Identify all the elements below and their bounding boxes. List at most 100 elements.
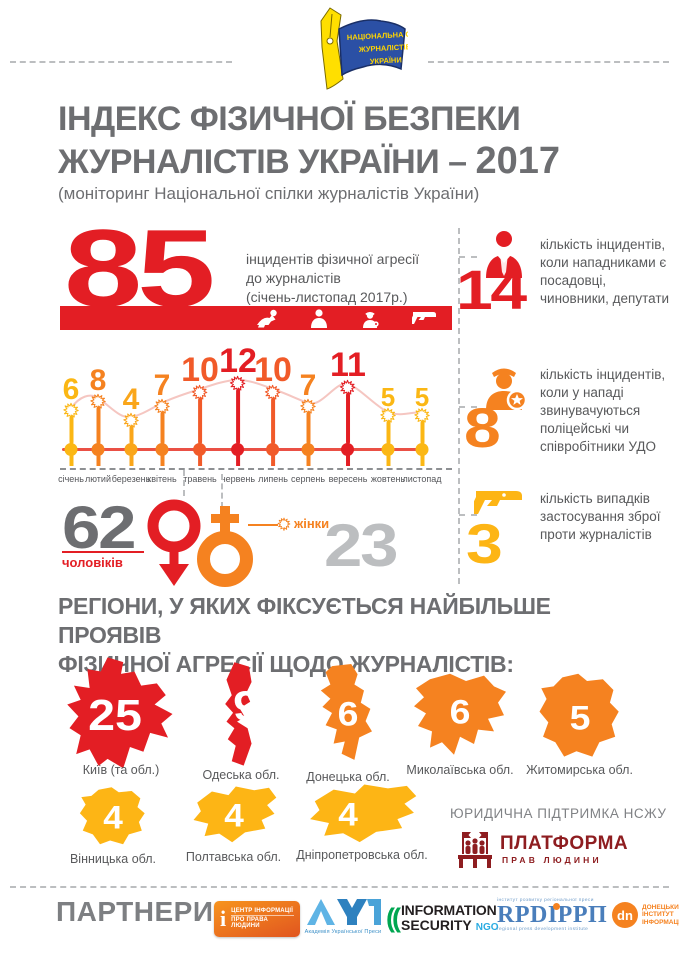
dii-logo: dn ДОНЕЦЬКИЙ ІНСТИТУТ ІНФОРМАЦІЇ <box>612 902 679 928</box>
region-label: Миколаївська обл. <box>406 763 514 777</box>
male-symbol-icon <box>147 499 201 586</box>
flag-text-line3: УКРАЇНИ <box>370 55 402 66</box>
chart-value: 8 <box>89 364 107 397</box>
chart-value: 6 <box>62 373 80 406</box>
region-poltava: 4 Полтавська обл. <box>176 784 291 864</box>
police-text: кількість інцидентів, коли у нападі звин… <box>540 367 666 454</box>
weapons-count: 3 <box>466 512 503 575</box>
chart-dot <box>64 443 78 456</box>
region-dnipro: 4 Дніпропетровська обл. <box>292 782 432 862</box>
chart-point-september: 11 <box>330 348 366 456</box>
flag-text-line1: НАЦІОНАЛЬНА СПІЛКА <box>347 28 408 42</box>
chart-point-february: 8 <box>90 366 107 456</box>
region-label: Дніпропетровська обл. <box>296 848 428 862</box>
rpdi-wordmark: RPDIРРП <box>497 902 608 928</box>
chart-point-april: 7 <box>154 371 171 456</box>
chart-point-march: 4 <box>123 385 140 456</box>
men-label: чоловіків <box>62 555 123 570</box>
month-label: лютий <box>85 474 111 484</box>
chart-value: 10 <box>254 351 292 389</box>
chart-point-october: 5 <box>380 384 397 456</box>
month-label: червень <box>220 474 256 484</box>
chart-dot <box>266 443 280 456</box>
infosec-parens-icon: (( <box>386 903 401 933</box>
women-label: жінки <box>294 516 330 531</box>
dii-name: ДОНЕЦЬКИЙ ІНСТИТУТ ІНФОРМАЦІЇ <box>642 903 679 926</box>
stat-connector <box>459 514 477 516</box>
page-subtitle: (моніторинг Національної спілки журналіс… <box>58 184 480 203</box>
chart-point-july: 10 <box>254 353 292 456</box>
chart-stick <box>69 416 73 444</box>
beaten-person-icon <box>257 309 277 327</box>
region-count: 6 <box>337 695 359 734</box>
weapons-text: кількість випадків застосування зброї пр… <box>540 491 661 542</box>
region-vinnytsia: 4 Вінницька обл. <box>58 786 168 866</box>
chart-stick <box>235 389 240 444</box>
footer-divider <box>10 886 669 888</box>
infosec-logo: (( INFORMATION SECURITY NGO <box>386 903 499 935</box>
nsju-flag-logo: НАЦІОНАЛЬНА СПІЛКА ЖУРНАЛІСТІВ УКРАЇНИ <box>320 7 408 90</box>
region-label: Житомирська обл. <box>526 763 633 777</box>
region-count: 4 <box>338 796 358 833</box>
region-label: Одеська обл. <box>202 768 280 782</box>
region-count: 9 <box>233 682 260 730</box>
month-label: травень <box>183 474 217 484</box>
women-count: 23 <box>324 512 398 579</box>
region-count: 4 <box>103 799 123 836</box>
men-count: 62 <box>62 494 136 561</box>
legal-support-heading: ЮРИДИЧНА ПІДТРИМКА НСЖУ <box>450 806 667 821</box>
partners-label: ПАРТНЕРИ: <box>56 896 224 927</box>
region-label: Донецька обл. <box>306 770 390 784</box>
title-line1: ІНДЕКС ФІЗИЧНОЇ БЕЗПЕКИ <box>58 100 521 138</box>
chart-dot <box>231 443 245 456</box>
chart-point-june: 12 <box>219 344 257 456</box>
chart-point-may: 10 <box>181 353 219 456</box>
regions-heading: РЕГІОНИ, У ЯКИХ ФІКСУЄТЬСЯ НАЙБІЛЬШЕ ПРО… <box>58 593 551 677</box>
chart-dot <box>124 443 138 456</box>
stat-connector <box>459 256 477 258</box>
chart-month-axis <box>60 468 452 470</box>
region-label: Київ (та обл.) <box>82 763 160 777</box>
region-donetsk: 6 Донецька обл. <box>298 662 398 784</box>
total-incidents-description: інцидентів фізичної агресії до журналіст… <box>246 251 420 305</box>
region-count: 25 <box>88 691 143 741</box>
chr-center-logo: i ЦЕНТР ІНФОРМАЦІЇ ПРО ПРАВА ЛЮДИНИ <box>214 901 300 937</box>
page-title: ІНДЕКС ФІЗИЧНОЇ БЕЗПЕКИ ЖУРНАЛІСТІВ УКРА… <box>58 98 638 183</box>
dii-circle-icon: dn <box>612 902 638 928</box>
region-kyiv: 25 Київ (та обл.) <box>60 655 182 777</box>
chart-value: 7 <box>299 369 317 402</box>
region-odesa: 9 Одеська обл. <box>190 660 292 782</box>
gender-connector-left <box>183 470 185 496</box>
month-label: квітень <box>147 474 177 484</box>
chr-i-icon: i <box>220 906 227 931</box>
women-pointer-line <box>248 524 278 526</box>
infosec-ngo-badge: NGO <box>475 922 499 933</box>
burst-icon <box>277 517 291 531</box>
chart-value: 5 <box>380 382 396 412</box>
chart-dot <box>193 443 207 456</box>
chart-point-august: 7 <box>300 371 317 456</box>
region-mykolaiv: 6 Миколаївська обл. <box>404 672 516 777</box>
title-year: 2017 <box>475 140 561 182</box>
chart-point-november: 5 <box>414 384 431 456</box>
chart-value: 11 <box>330 346 366 384</box>
month-label: вересень <box>328 474 368 484</box>
region-count: 4 <box>223 797 244 834</box>
officials-text: кількість інцидентів, коли нападниками є… <box>540 237 670 306</box>
incident-types-bar <box>60 306 452 330</box>
chart-stick <box>345 393 350 444</box>
chart-dot <box>415 443 429 456</box>
official-attacker-icon <box>486 231 522 278</box>
region-label: Полтавська обл. <box>185 850 282 864</box>
chart-value: 7 <box>153 369 171 402</box>
chart-stick <box>96 407 100 444</box>
female-symbol-icon <box>197 506 253 587</box>
chart-stick <box>306 412 310 444</box>
aup-logo-caption: Академія Української Преси <box>304 929 382 935</box>
month-label: жовтень <box>370 474 406 484</box>
chart-value: 5 <box>414 382 430 412</box>
chr-logo-line2: ПРО ПРАВА ЛЮДИНИ <box>231 917 268 929</box>
month-label: листопад <box>402 474 442 484</box>
title-line2: ЖУРНАЛІСТІВ УКРАЇНИ – <box>58 143 476 181</box>
header-dash-left <box>10 61 232 63</box>
